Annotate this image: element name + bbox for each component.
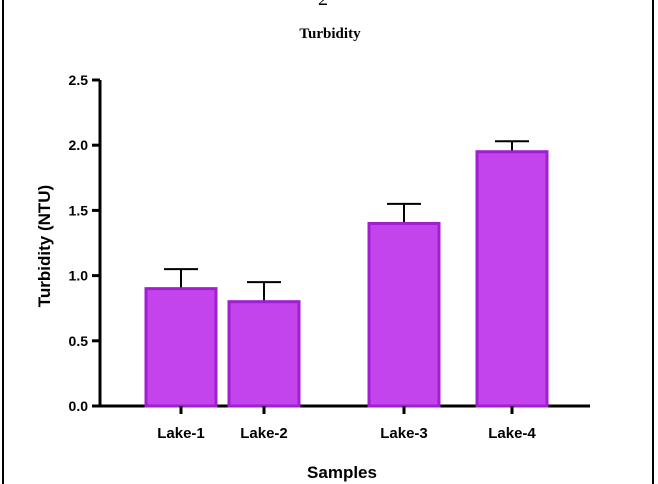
plot-area: 0.0 0.5 1.0 1.5 2.0 2.5 Lake-1 Lake-2 Lake-3 Lake… [69,72,590,442]
bar [475,150,549,408]
y-tick-label: 2.5 [69,72,89,88]
x-tick-label: Lake-4 [488,425,536,442]
bar [367,221,441,408]
y-tick-label: 0.5 [69,333,89,349]
y-axis-label: Turbidity (NTU) [35,185,54,307]
y-tick-label: 1.0 [69,268,89,284]
right-border-line [652,0,654,484]
chart-title: Turbidity [299,26,361,42]
x-tick-label: Lake-1 [157,425,205,442]
x-tick-label: Lake-3 [380,425,428,442]
y-tick-label: 2.0 [69,137,89,153]
y-tick-label: 0.0 [69,398,89,414]
x-tick-label: Lake-2 [240,425,288,442]
page-mark: 2 [318,0,328,11]
y-tick-label: 1.5 [69,202,89,218]
left-border-line [2,0,4,484]
bar [144,287,218,408]
x-axis-label: Samples [307,463,377,482]
bar [227,300,301,408]
